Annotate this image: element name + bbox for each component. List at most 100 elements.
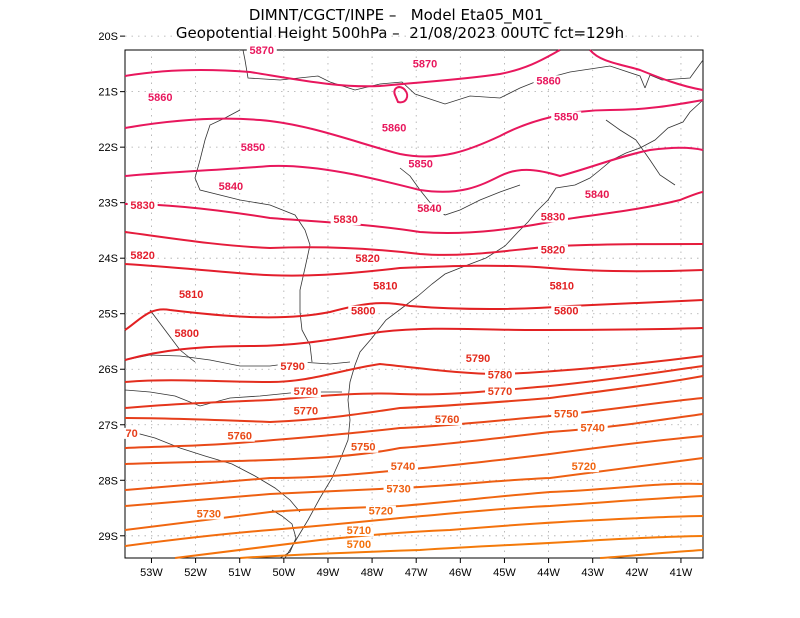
contour-label: 5870 bbox=[250, 45, 274, 57]
contour-label: 5720 bbox=[369, 506, 393, 518]
lat-tick-label: 27S bbox=[98, 420, 118, 432]
lat-tick-label: 20S bbox=[98, 31, 118, 43]
lat-tick-label: 22S bbox=[98, 142, 118, 154]
lon-tick-label: 49W bbox=[317, 567, 340, 579]
lon-tick-label: 50W bbox=[273, 567, 296, 579]
contour-label: 5700 bbox=[347, 539, 371, 551]
contour-label: 5860 bbox=[148, 92, 172, 104]
contour-5760 bbox=[124, 397, 704, 449]
contour-label: 5750 bbox=[351, 442, 375, 454]
contour-label: 5710 bbox=[347, 525, 371, 537]
contour-label: 5730 bbox=[386, 483, 410, 495]
contour-label: 5800 bbox=[554, 306, 578, 318]
contour-label-bg bbox=[343, 538, 374, 550]
contour-5870 bbox=[589, 49, 704, 91]
state-border-rj bbox=[399, 167, 521, 216]
contour-label: 5810 bbox=[179, 289, 203, 301]
state-border-rs bbox=[124, 429, 301, 513]
contour-label-bg bbox=[568, 461, 599, 473]
contour-label: 5730 bbox=[197, 508, 221, 520]
contour-label: 5800 bbox=[175, 328, 199, 340]
contour-label-bg bbox=[127, 250, 158, 262]
contour-5870 bbox=[124, 49, 561, 88]
contour-label: 5830 bbox=[130, 200, 154, 212]
contour-label-bg bbox=[290, 386, 321, 398]
contour-5810 bbox=[124, 299, 704, 331]
contour-label: 5850 bbox=[408, 159, 432, 171]
lake-loop bbox=[393, 86, 409, 104]
contour-label-bg bbox=[405, 158, 436, 170]
contour-label-bg bbox=[432, 413, 463, 425]
contour-label-bg bbox=[343, 525, 374, 537]
contour-label-bg bbox=[533, 75, 564, 87]
contour-label-bg bbox=[246, 44, 277, 56]
contour-label: 5810 bbox=[550, 281, 574, 293]
river-parana bbox=[299, 244, 313, 363]
latitude-ticks: 20S 21S 22S 23S 24S 25S 26S 27S 28S 29S bbox=[98, 31, 125, 543]
lon-tick-label: 46W bbox=[449, 567, 472, 579]
contour-label: 5830 bbox=[333, 214, 357, 226]
contour-label: 5770 bbox=[294, 406, 318, 418]
lon-tick-label: 44W bbox=[537, 567, 560, 579]
contour-label: 5820 bbox=[541, 245, 565, 257]
contour-5850 bbox=[124, 146, 704, 193]
contour-labels: 5870 5870 5860 5860 5860 5850 5850 5850 5840 5840… bbox=[123, 44, 613, 551]
lat-tick-label: 28S bbox=[98, 475, 118, 487]
state-border-minas bbox=[644, 59, 704, 89]
contour-label: 5840 bbox=[585, 189, 609, 201]
contour-5860 bbox=[124, 99, 704, 158]
contour-5820 bbox=[124, 263, 704, 277]
contour-label-bg bbox=[485, 386, 516, 398]
contour-label: 5780 bbox=[294, 386, 318, 398]
contour-label: 5790 bbox=[280, 361, 304, 373]
lat-tick-label: 29S bbox=[98, 531, 118, 543]
contour-5790 bbox=[124, 355, 704, 384]
contour-label: 5740 bbox=[391, 461, 415, 473]
plot-title-line2: Geopotential Height 500hPa – 21/08/2023 … bbox=[175, 24, 625, 42]
contour-label-bg bbox=[365, 505, 396, 517]
contour-label: 5720 bbox=[572, 461, 596, 473]
contour-5830 bbox=[124, 231, 704, 256]
contour-label-bg bbox=[414, 203, 445, 215]
contour-5770 bbox=[124, 375, 704, 424]
lon-tick-label: 53W bbox=[140, 567, 163, 579]
contour-label-bg bbox=[485, 369, 516, 381]
state-border-paulista bbox=[194, 109, 311, 246]
contour-5800 bbox=[124, 327, 704, 361]
contour-label-bg bbox=[224, 430, 255, 442]
contour-5680 bbox=[599, 549, 704, 559]
lat-tick-label: 24S bbox=[98, 253, 118, 265]
contour-label: 5760 bbox=[227, 431, 251, 443]
coastal-lagoon bbox=[271, 509, 297, 559]
contour-label-bg bbox=[370, 280, 401, 292]
contour-label: 5750 bbox=[554, 408, 578, 420]
contour-label-bg bbox=[348, 305, 379, 317]
contour-label-bg bbox=[410, 58, 441, 70]
contour-label: 5760 bbox=[435, 414, 459, 426]
contour-5780 bbox=[124, 365, 704, 409]
lon-tick-label: 47W bbox=[405, 567, 428, 579]
contour-label: 5780 bbox=[488, 370, 512, 382]
state-border-east bbox=[605, 119, 676, 186]
lon-tick-label: 52W bbox=[184, 567, 207, 579]
longitude-ticks: 53W 52W 51W 50W 49W 48W 47W 46W 45W 44W 43W 42W 41W bbox=[140, 558, 693, 579]
contour-label: 5840 bbox=[219, 181, 243, 193]
lat-tick-label: 25S bbox=[98, 309, 118, 321]
contour-label-bg bbox=[237, 141, 268, 153]
contour-label: 5850 bbox=[554, 111, 578, 123]
contour-label: 5870 bbox=[413, 59, 437, 71]
contour-label: 5820 bbox=[355, 253, 379, 265]
contour-label: 70 bbox=[125, 428, 137, 440]
contour-label-bg bbox=[379, 122, 410, 134]
contour-label-bg bbox=[145, 91, 176, 103]
contour-label: 5840 bbox=[417, 203, 441, 215]
contour-5690 bbox=[239, 535, 704, 559]
contour-label-bg bbox=[582, 189, 613, 201]
contour-label-bg bbox=[546, 280, 577, 292]
contour-label-bg bbox=[123, 427, 140, 439]
contour-label-bg bbox=[330, 214, 361, 226]
lon-tick-label: 43W bbox=[581, 567, 604, 579]
contour-label: 5860 bbox=[536, 75, 560, 87]
lat-tick-label: 23S bbox=[98, 198, 118, 210]
